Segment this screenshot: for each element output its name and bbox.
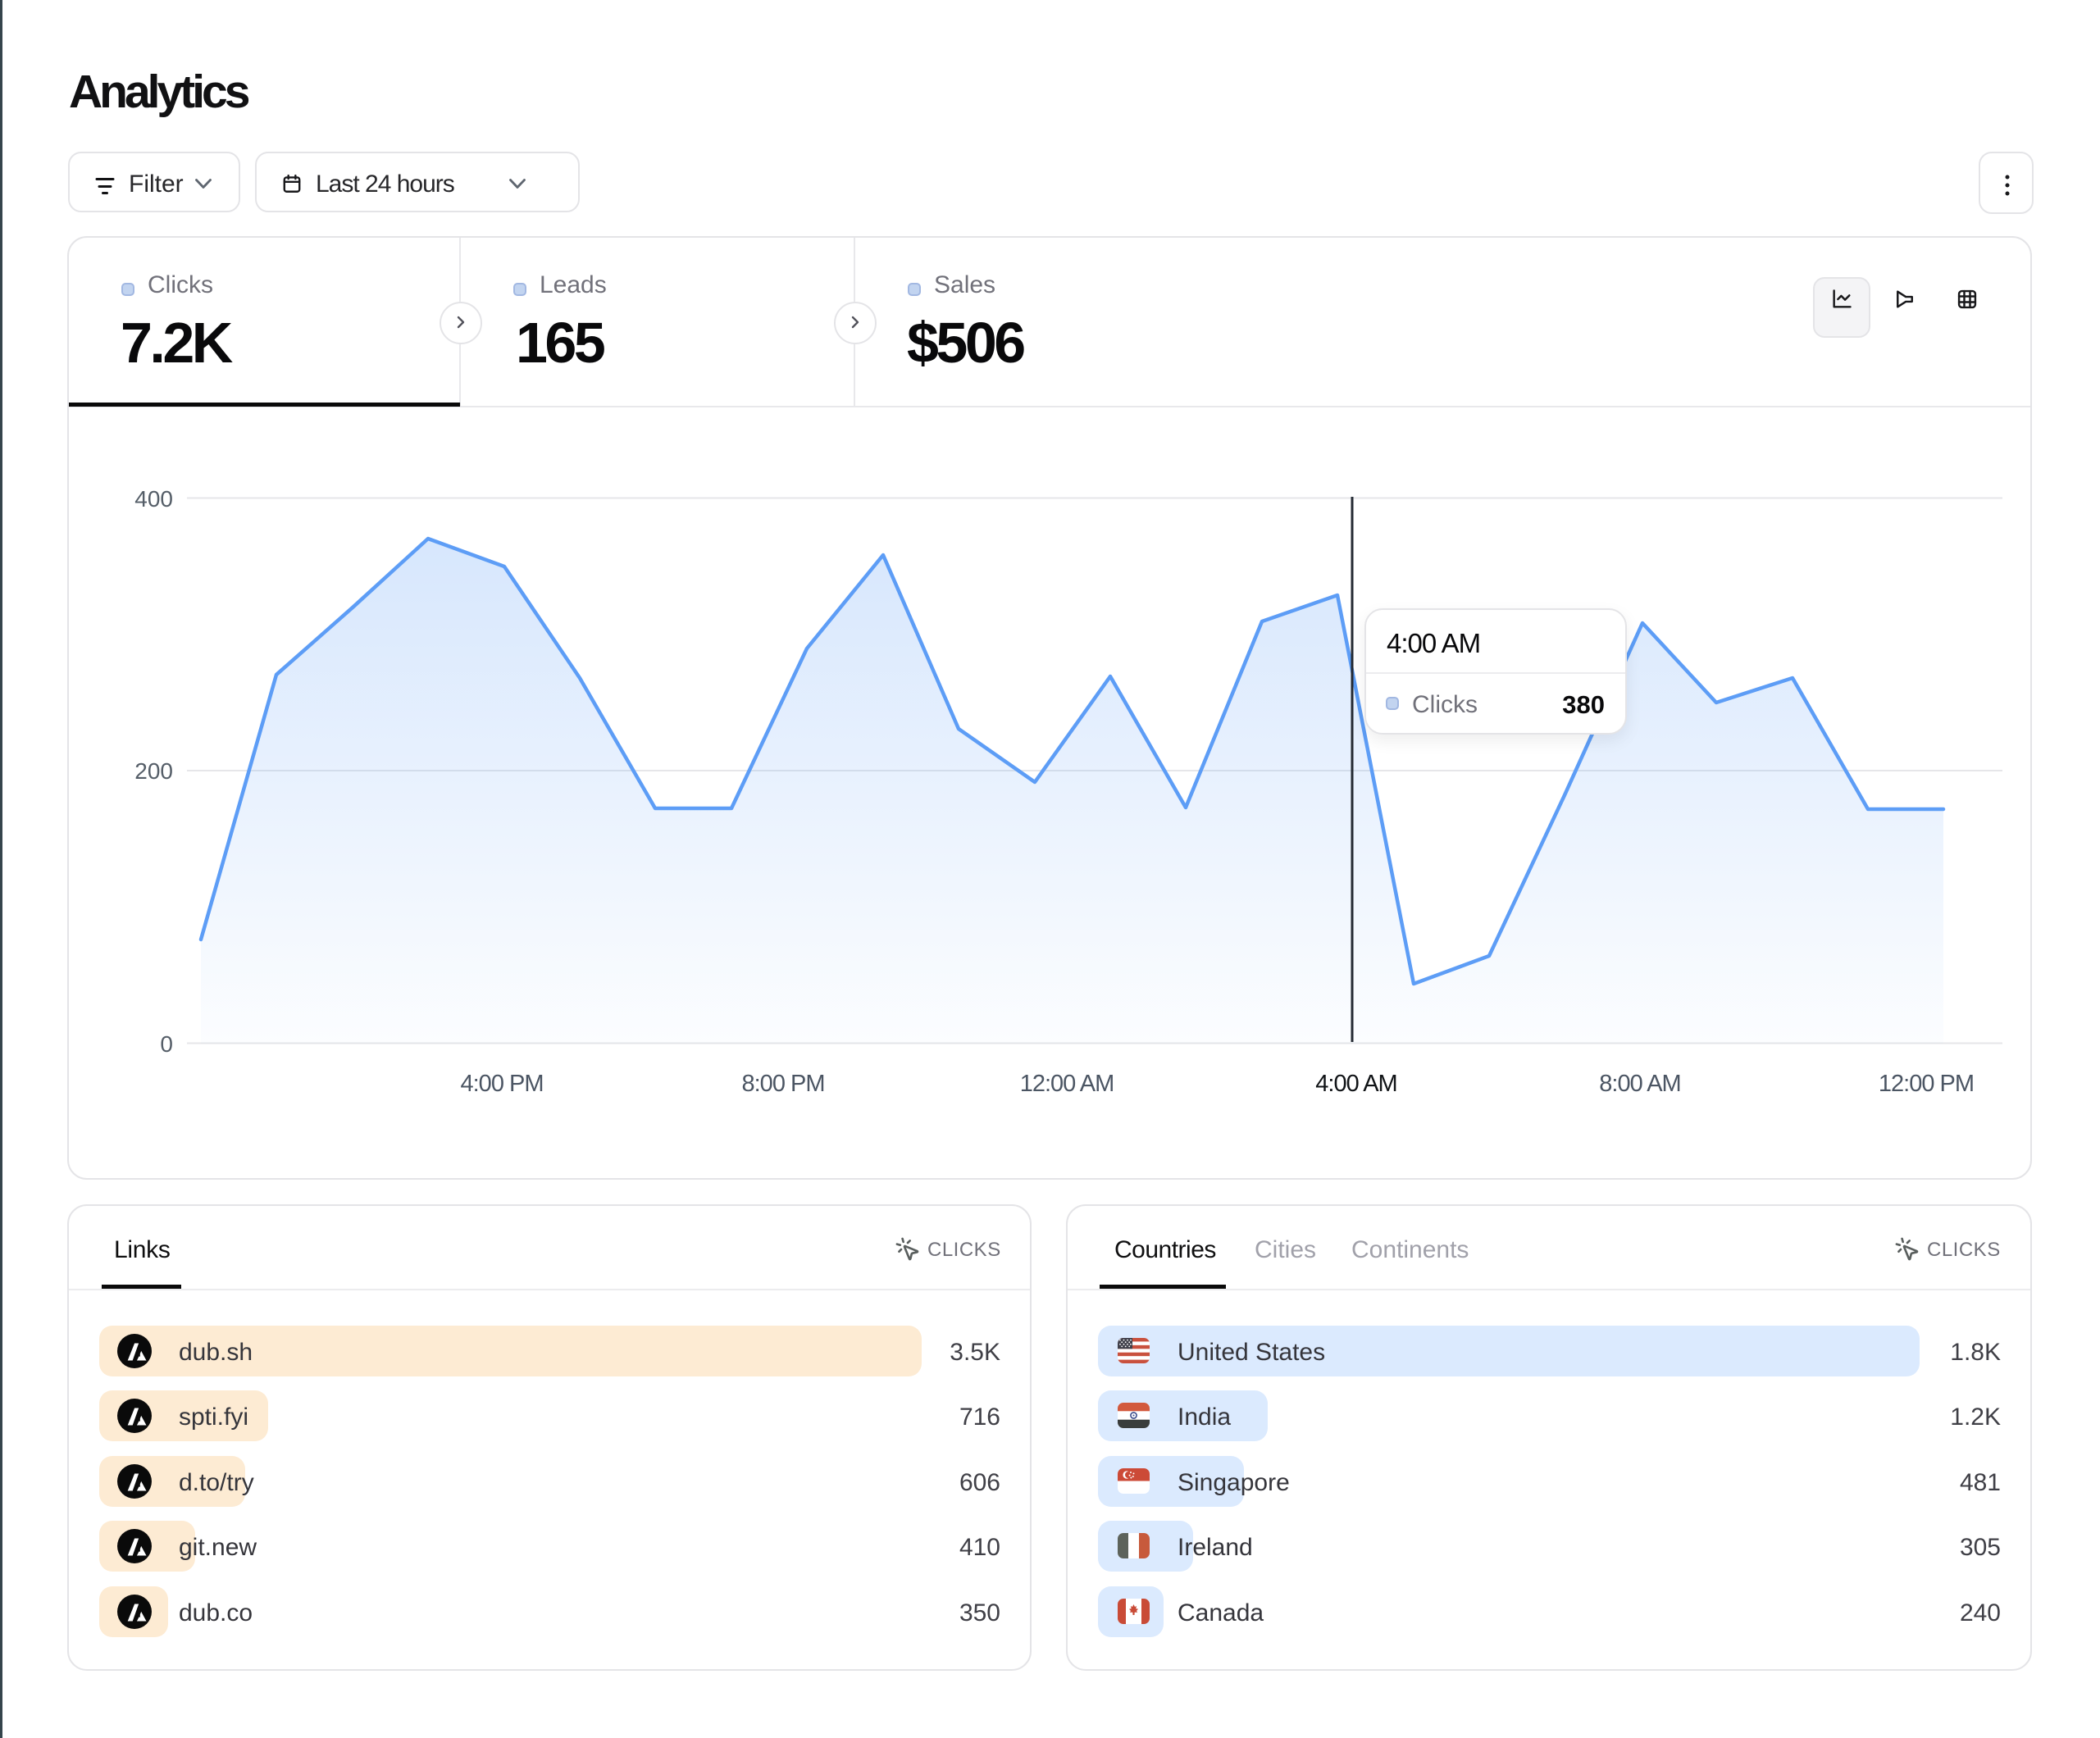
svg-text:0: 0 [160, 1031, 173, 1057]
svg-text:12:00 PM: 12:00 PM [1879, 1071, 1974, 1097]
svg-text:400: 400 [134, 486, 173, 512]
svg-text:4:00 AM: 4:00 AM [1315, 1071, 1396, 1097]
svg-text:8:00 AM: 8:00 AM [1599, 1071, 1680, 1097]
svg-text:12:00 AM: 12:00 AM [1020, 1071, 1114, 1097]
svg-text:200: 200 [134, 758, 173, 784]
svg-text:8:00 PM: 8:00 PM [742, 1071, 825, 1097]
svg-text:4:00 PM: 4:00 PM [461, 1071, 544, 1097]
